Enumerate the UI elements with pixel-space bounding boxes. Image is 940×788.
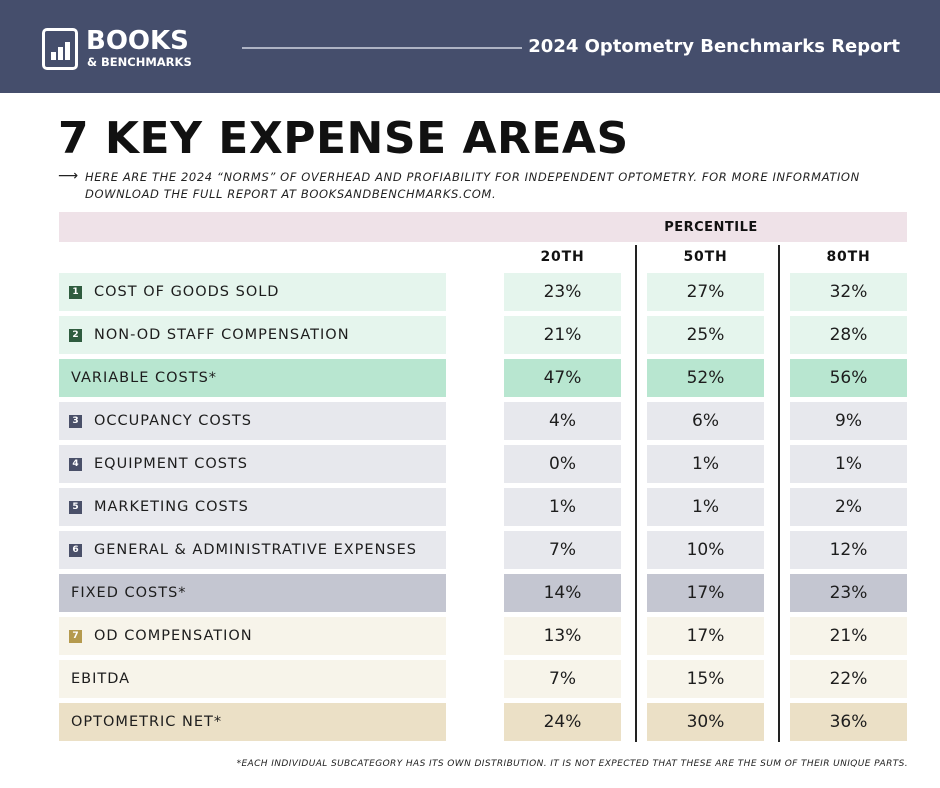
percentile-value: 23% [790,574,907,612]
row-label: EBITDA [59,660,446,698]
row-label: 6 GENERAL & ADMINISTRATIVE EXPENSES [59,531,446,569]
logo-chart-icon [42,28,78,70]
percentile-value: 17% [647,574,764,612]
row-label: FIXED COSTS* [59,574,446,612]
percentile-value: 21% [504,316,621,354]
row-label-text: OCCUPANCY COSTS [94,413,252,429]
percentile-value: 1% [504,488,621,526]
row-label-text: NON-OD STAFF COMPENSATION [94,327,350,343]
column-divider [778,245,780,742]
row-number-badge: 7 [69,629,82,643]
report-title: 2024 Optometry Benchmarks Report [528,36,900,57]
row-number-badge: 5 [69,500,82,514]
row-label: 3 OCCUPANCY COSTS [59,402,446,440]
percentile-value: 7% [504,660,621,698]
percentile-value: 7% [504,531,621,569]
percentile-value: 4% [504,402,621,440]
row-label: 5 MARKETING COSTS [59,488,446,526]
percentile-value: 22% [790,660,907,698]
row-number-badge: 4 [69,457,82,471]
row-label-text: GENERAL & ADMINISTRATIVE EXPENSES [94,542,417,558]
row-label-text: MARKETING COSTS [94,499,249,515]
percentile-value: 17% [647,617,764,655]
percentile-header-band [59,212,907,242]
percentile-value: 9% [790,402,907,440]
percentile-value: 24% [504,703,621,741]
percentile-value: 13% [504,617,621,655]
percentile-value: 1% [647,488,764,526]
percentile-value: 25% [647,316,764,354]
row-label-text: OD COMPENSATION [94,628,253,644]
logo-wordmark-sub: & BENCHMARKS [87,55,192,69]
percentile-value: 14% [504,574,621,612]
header-divider [242,47,522,49]
percentile-value: 2% [790,488,907,526]
row-number-badge: 6 [69,543,82,557]
percentile-value: 30% [647,703,764,741]
row-label-text: FIXED COSTS* [71,585,187,601]
percentile-value: 32% [790,273,907,311]
percentile-value: 21% [790,617,907,655]
percentile-value: 27% [647,273,764,311]
percentile-value: 0% [504,445,621,483]
percentile-value: 36% [790,703,907,741]
row-label-text: VARIABLE COSTS* [71,370,218,386]
arrow-right-icon: ⟶ [58,168,79,184]
row-number-badge: 2 [69,328,82,342]
row-label: 1 COST OF GOODS SOLD [59,273,446,311]
column-divider [635,245,637,742]
column-header: 80TH [826,249,871,265]
percentile-value: 47% [504,359,621,397]
page-title: 7 KEY EXPENSE AREAS [58,113,629,164]
percentile-value: 23% [504,273,621,311]
percentile-value: 28% [790,316,907,354]
percentile-value: 56% [790,359,907,397]
row-label: 2 NON-OD STAFF COMPENSATION [59,316,446,354]
percentile-value: 10% [647,531,764,569]
column-header: 20TH [540,249,585,265]
row-label-text: COST OF GOODS SOLD [94,284,280,300]
row-label: 7 OD COMPENSATION [59,617,446,655]
percentile-value: 6% [647,402,764,440]
percentile-value: 52% [647,359,764,397]
row-label-text: EQUIPMENT COSTS [94,456,248,472]
row-label-text: EBITDA [71,671,131,687]
page-subtitle: HERE ARE THE 2024 “NORMS” OF OVERHEAD AN… [85,170,860,201]
footnote: *EACH INDIVIDUAL SUBCATEGORY HAS ITS OWN… [236,759,908,769]
logo-wordmark: BOOKS [86,26,189,56]
row-number-badge: 3 [69,414,82,428]
row-number-badge: 1 [69,285,82,299]
column-header: 50TH [683,249,728,265]
percentile-value: 15% [647,660,764,698]
row-label: VARIABLE COSTS* [59,359,446,397]
row-label: OPTOMETRIC NET* [59,703,446,741]
percentile-value: 1% [790,445,907,483]
percentile-value: 1% [647,445,764,483]
row-label-text: OPTOMETRIC NET* [71,714,223,730]
row-label: 4 EQUIPMENT COSTS [59,445,446,483]
percentile-header: PERCENTILE [664,220,758,235]
header-bar: BOOKS & BENCHMARKS 2024 Optometry Benchm… [0,0,940,93]
percentile-value: 12% [790,531,907,569]
